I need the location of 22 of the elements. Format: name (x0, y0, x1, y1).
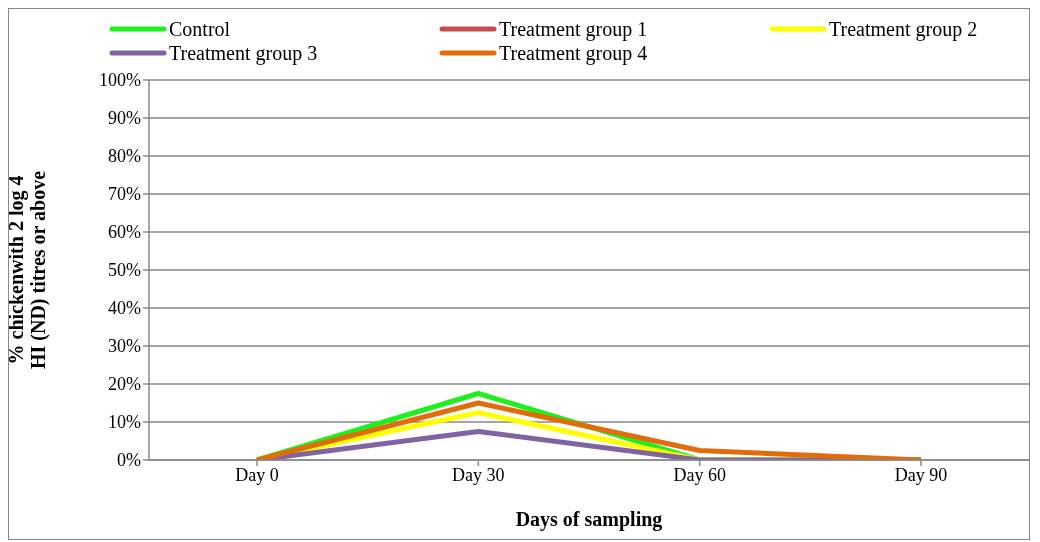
y-tick-label: 10% (108, 412, 141, 433)
legend-label: Treatment group 2 (829, 17, 978, 41)
x-tick-label: Day 30 (452, 464, 505, 485)
y-tick-label: 30% (108, 336, 141, 357)
legend-label: Control (169, 17, 231, 41)
y-tick-label: 60% (108, 222, 141, 243)
x-tick-label: Day 0 (235, 464, 279, 485)
y-tick-label: 0% (117, 450, 141, 471)
y-tick-label: 100% (99, 70, 141, 91)
y-tick-label: 90% (108, 108, 141, 129)
x-tick-label: Day 60 (673, 464, 726, 485)
legend-label: Treatment group 4 (499, 41, 648, 65)
legend-label: Treatment group 3 (169, 41, 318, 65)
x-axis-title: Days of sampling (515, 508, 663, 531)
y-axis-title: % chickenwith 2 log 4 HI (ND) titres or above (5, 170, 50, 370)
y-tick-label: 70% (108, 184, 141, 205)
y-tick-label: 40% (108, 298, 141, 319)
x-tick-label: Day 90 (894, 464, 948, 485)
legend-label: Treatment group 1 (499, 17, 648, 41)
y-tick-label: 80% (108, 146, 141, 167)
y-tick-label: 20% (108, 374, 141, 395)
y-tick-label: 50% (108, 260, 141, 281)
